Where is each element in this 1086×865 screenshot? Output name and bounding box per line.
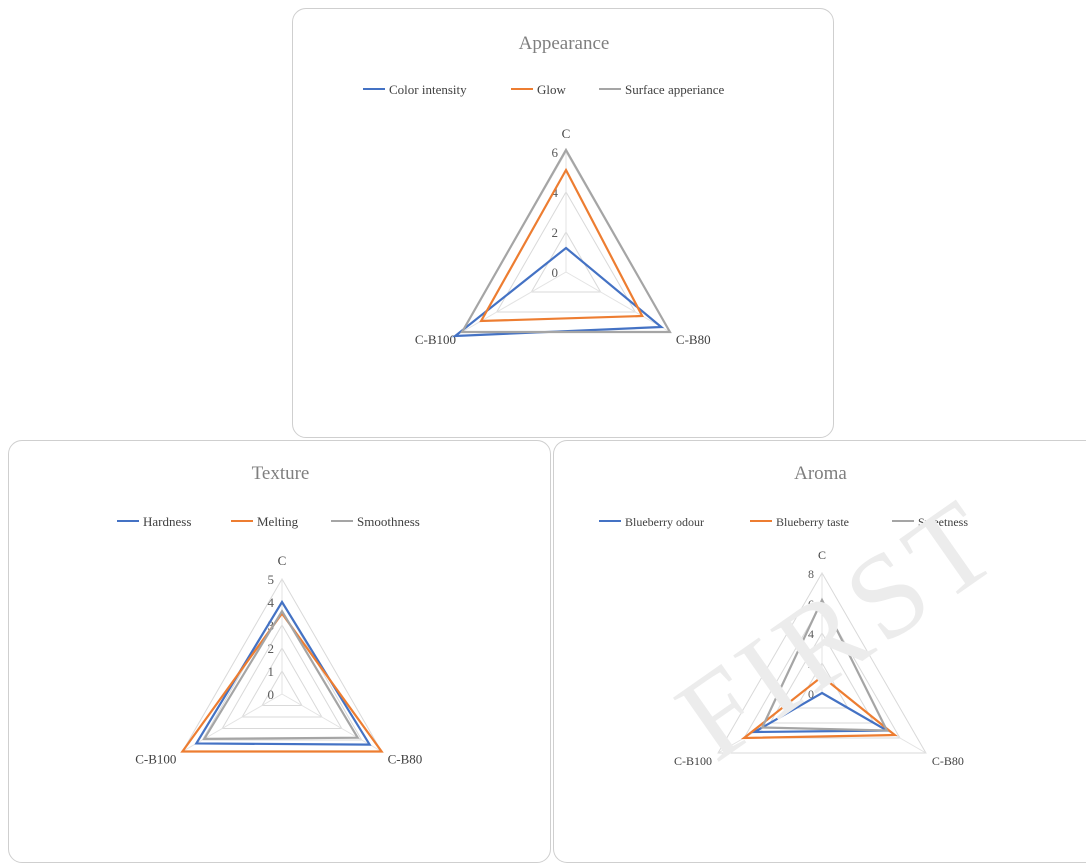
tick-label: 2 — [808, 657, 814, 671]
axis-category-label: C — [818, 548, 826, 562]
tick-label: 5 — [268, 572, 275, 587]
axis-category-label: C-B100 — [415, 332, 456, 347]
legend-entry: Smoothness — [357, 514, 420, 529]
legend-entry: Glow — [537, 82, 567, 97]
series-line — [760, 597, 889, 732]
axis-category-label: C-B80 — [932, 754, 964, 768]
tick-label: 0 — [808, 687, 814, 701]
axis-category-label: C-B80 — [676, 332, 711, 347]
legend-entry: Hardness — [143, 514, 191, 529]
chart-title: Aroma — [794, 463, 847, 484]
legend-entry: Blueberry taste — [776, 515, 849, 529]
series-line — [202, 609, 360, 740]
aroma-chart-panel: Aroma Blueberry odour Blueberry taste Sweet… — [553, 440, 1086, 863]
series-line — [740, 675, 898, 740]
legend-entry: Blueberry odour — [625, 515, 704, 529]
grid-ring — [495, 191, 637, 313]
grid-spoke — [182, 693, 283, 752]
grid-ring — [201, 601, 363, 741]
grid-spoke — [281, 693, 382, 752]
tick-label: 2 — [268, 641, 275, 656]
axis-category-label: C-B80 — [388, 752, 423, 767]
legend-entry: Surface apperiance — [625, 82, 724, 97]
legend-entry: Sweetness — [918, 515, 968, 529]
axis-category-label: C — [278, 553, 287, 568]
series-line — [460, 147, 672, 334]
appearance-chart-panel: Appearance Color intensity Glow Surface app… — [292, 8, 834, 438]
tick-label: 4 — [552, 185, 559, 200]
tick-label: 8 — [808, 567, 814, 581]
grid-ring — [743, 602, 901, 739]
aroma-radar-chart: Aroma Blueberry odour Blueberry taste Sweet… — [599, 463, 968, 768]
tick-label: 6 — [808, 597, 814, 611]
legend-entry: Melting — [257, 514, 299, 529]
tick-label: 6 — [552, 145, 559, 160]
appearance-radar-chart: Appearance Color intensity Glow Surface app… — [363, 33, 724, 347]
axis-category-label: C — [562, 126, 571, 141]
grid-spoke — [565, 271, 671, 333]
tick-label: 0 — [268, 687, 275, 702]
tick-label: 0 — [552, 265, 559, 280]
tick-label: 2 — [552, 225, 559, 240]
chart-title: Appearance — [519, 33, 610, 54]
texture-radar-chart: Texture Hardness Melting Smoothness 0 1 2 3 4 5C C… — [117, 463, 423, 767]
series-line — [479, 167, 644, 323]
tick-label: 1 — [268, 664, 275, 679]
tick-label: 3 — [268, 618, 275, 633]
grid-ring — [221, 624, 343, 729]
chart-title: Texture — [252, 463, 310, 484]
grid-spoke — [461, 271, 567, 333]
texture-chart-panel: Texture Hardness Melting Smoothness 0 1 2 3 4 5 C C… — [8, 440, 551, 863]
series-line — [750, 691, 891, 734]
axis-category-label: C-B100 — [674, 754, 712, 768]
grid-ring — [717, 571, 927, 754]
axis-category-label: C-B100 — [135, 752, 176, 767]
series-line — [180, 611, 384, 753]
tick-label: 4 — [808, 627, 814, 641]
grid-ring — [769, 631, 875, 724]
grid-ring — [261, 669, 303, 706]
grid-ring — [241, 646, 323, 718]
tick-label: 4 — [268, 595, 275, 610]
legend-entry: Color intensity — [389, 82, 467, 97]
